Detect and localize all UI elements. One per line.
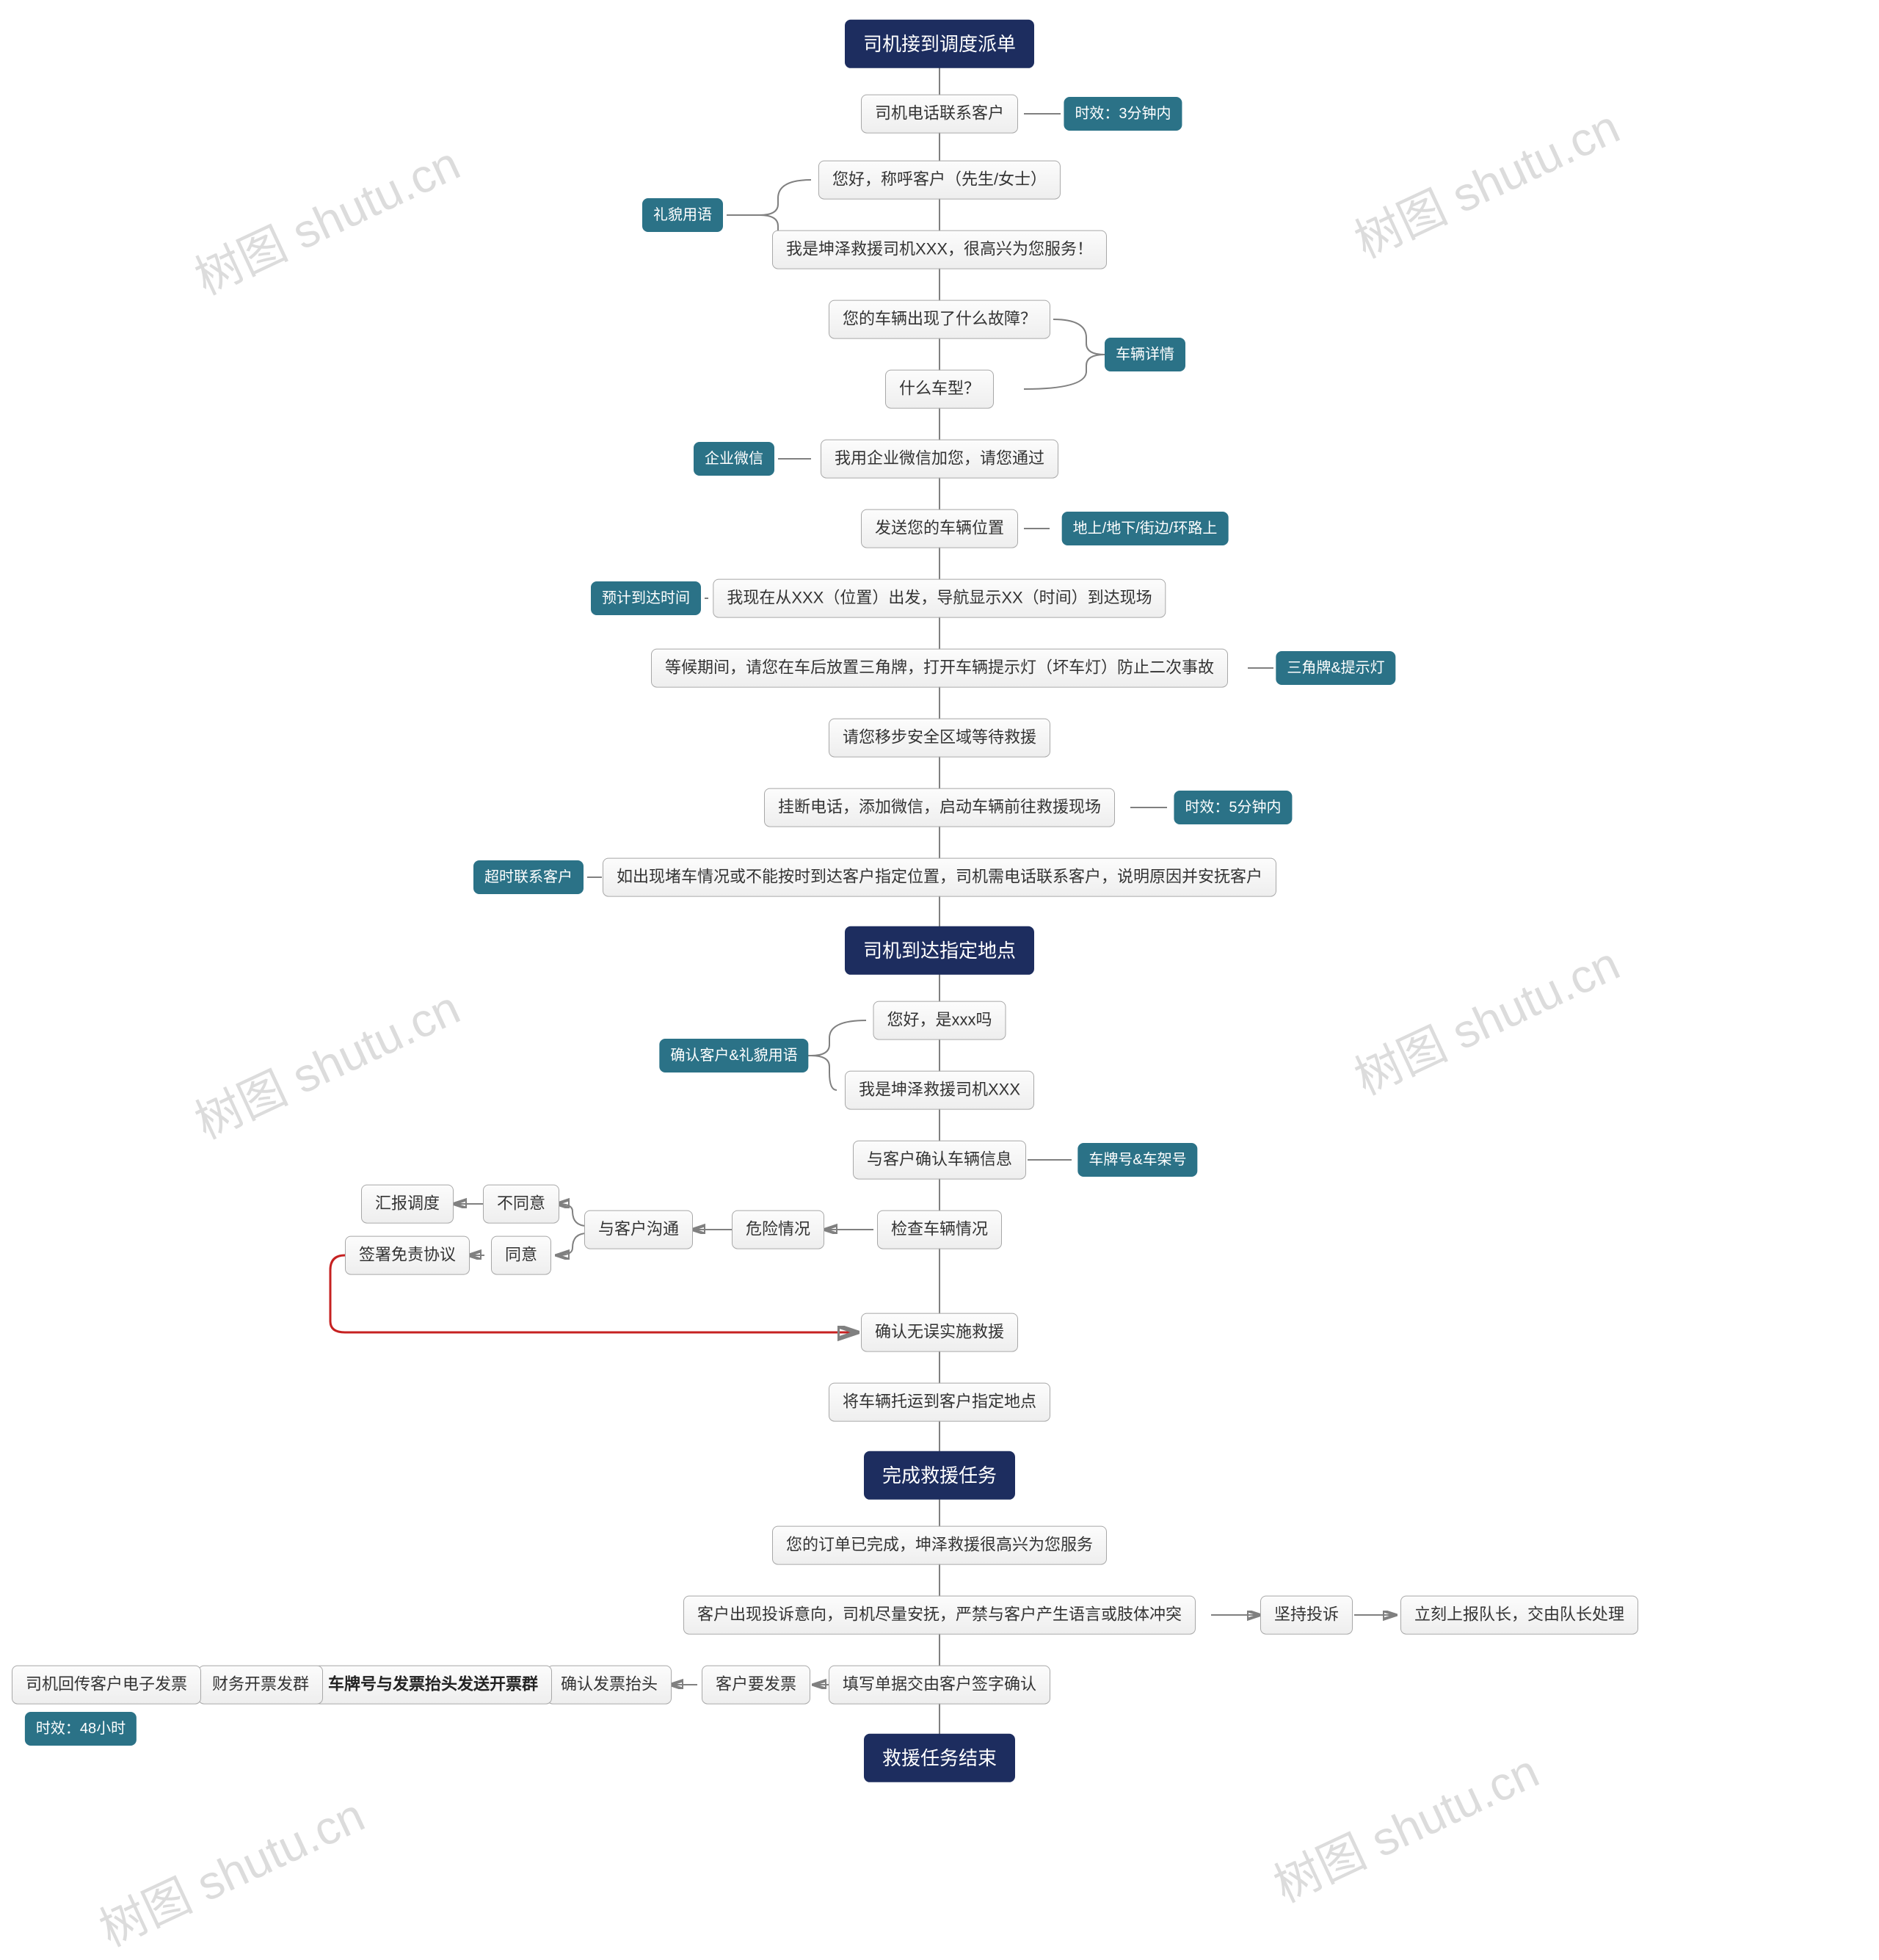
step-delay-notify: 如出现堵车情况或不能按时到达客户指定位置，司机需电话联系客户，说明原因并安抚客户 [603,858,1276,897]
watermark: 树图 shutu.cn [87,1778,374,1959]
watermark: 树图 shutu.cn [183,126,469,308]
tag-polite-language: 礼貌用语 [642,198,723,232]
step-insist-complaint: 坚持投诉 [1260,1596,1353,1635]
step-wait-instructions: 等候期间，请您在车后放置三角牌，打开车辆提示灯（坏车灯）防止二次事故 [651,649,1228,688]
tag-sla-3min: 时效：3分钟内 [1064,97,1182,131]
step-agree: 同意 [491,1236,551,1275]
step-sign-waiver: 签署免责协议 [345,1236,470,1275]
tag-confirm-polite: 确认客户&礼貌用语 [659,1039,808,1072]
step-greeting: 您好，称呼客户（先生/女士） [818,161,1061,200]
step-fill-form-sign: 填写单据交由客户签字确认 [829,1666,1050,1705]
tag-triangle-lights: 三角牌&提示灯 [1276,651,1395,685]
step-check-vehicle: 检查车辆情况 [877,1211,1002,1249]
step-complaint-handling: 客户出现投诉意向，司机尽量安抚，严禁与客户产生语言或肢体冲突 [683,1596,1196,1635]
watermark: 树图 shutu.cn [1342,926,1629,1108]
watermark: 树图 shutu.cn [183,970,469,1152]
watermark: 树图 shutu.cn [1262,1734,1548,1915]
step-ask-fault: 您的车辆出现了什么故障？ [829,300,1050,339]
tag-vehicle-details: 车辆详情 [1105,338,1185,371]
step-send-to-invoice-group: 车牌号与发票抬头发送开票群 [314,1666,552,1705]
step-confirm-proceed-rescue: 确认无误实施救援 [861,1313,1018,1352]
stage-task-end: 救援任务结束 [864,1734,1015,1782]
step-disagree: 不同意 [483,1185,559,1224]
stage-complete-rescue: 完成救援任务 [864,1451,1015,1500]
step-move-to-safety: 请您移步安全区域等待救援 [829,719,1050,758]
tag-location-type: 地上/地下/街边/环路上 [1062,512,1229,545]
tag-delay-contact: 超时联系客户 [473,860,584,894]
step-confirm-customer: 您好，是xxx吗 [873,1001,1006,1040]
step-hangup-depart: 挂断电话，添加微信，启动车辆前往救援现场 [764,788,1115,827]
step-escalate-leader: 立刻上报队长，交由队长处理 [1400,1596,1638,1635]
stage-arrive-location: 司机到达指定地点 [845,926,1034,975]
watermark: 树图 shutu.cn [1342,90,1629,271]
step-send-location: 发送您的车辆位置 [861,509,1018,548]
step-add-wechat: 我用企业微信加您，请您通过 [821,440,1058,479]
step-report-dispatch: 汇报调度 [361,1185,454,1224]
step-eta: 我现在从XXX（位置）出发，导航显示XX（时间）到达现场 [713,579,1166,618]
step-introduce-again: 我是坤泽救援司机XXX [845,1071,1034,1110]
step-ask-model: 什么车型？ [885,370,994,409]
step-confirm-vehicle-info: 与客户确认车辆信息 [853,1141,1026,1180]
step-customer-wants-invoice: 客户要发票 [702,1666,810,1705]
step-confirm-invoice-title: 确认发票抬头 [547,1666,672,1705]
tag-sla-5min: 时效：5分钟内 [1174,791,1292,824]
flowchart-canvas: 树图 shutu.cn 树图 shutu.cn 树图 shutu.cn 树图 s… [0,0,1879,1923]
step-finance-issue-invoice: 财务开票发群 [198,1666,323,1705]
tag-plate-vin: 车牌号&车架号 [1077,1143,1197,1177]
step-danger: 危险情况 [732,1211,824,1249]
step-discuss-customer: 与客户沟通 [584,1211,693,1249]
step-call-customer: 司机电话联系客户 [861,95,1018,134]
step-driver-return-einvoice: 司机回传客户电子发票 [12,1666,201,1705]
step-order-complete-msg: 您的订单已完成，坤泽救援很高兴为您服务 [772,1526,1107,1565]
stage-dispatch-received: 司机接到调度派单 [845,20,1034,68]
tag-enterprise-wechat: 企业微信 [694,442,774,476]
tag-sla-48h: 时效：48小时 [25,1712,137,1746]
tag-eta: 预计到达时间 [591,581,701,615]
step-introduce-self: 我是坤泽救援司机XXX，很高兴为您服务！ [772,231,1107,269]
step-tow-to-destination: 将车辆托运到客户指定地点 [829,1383,1050,1422]
